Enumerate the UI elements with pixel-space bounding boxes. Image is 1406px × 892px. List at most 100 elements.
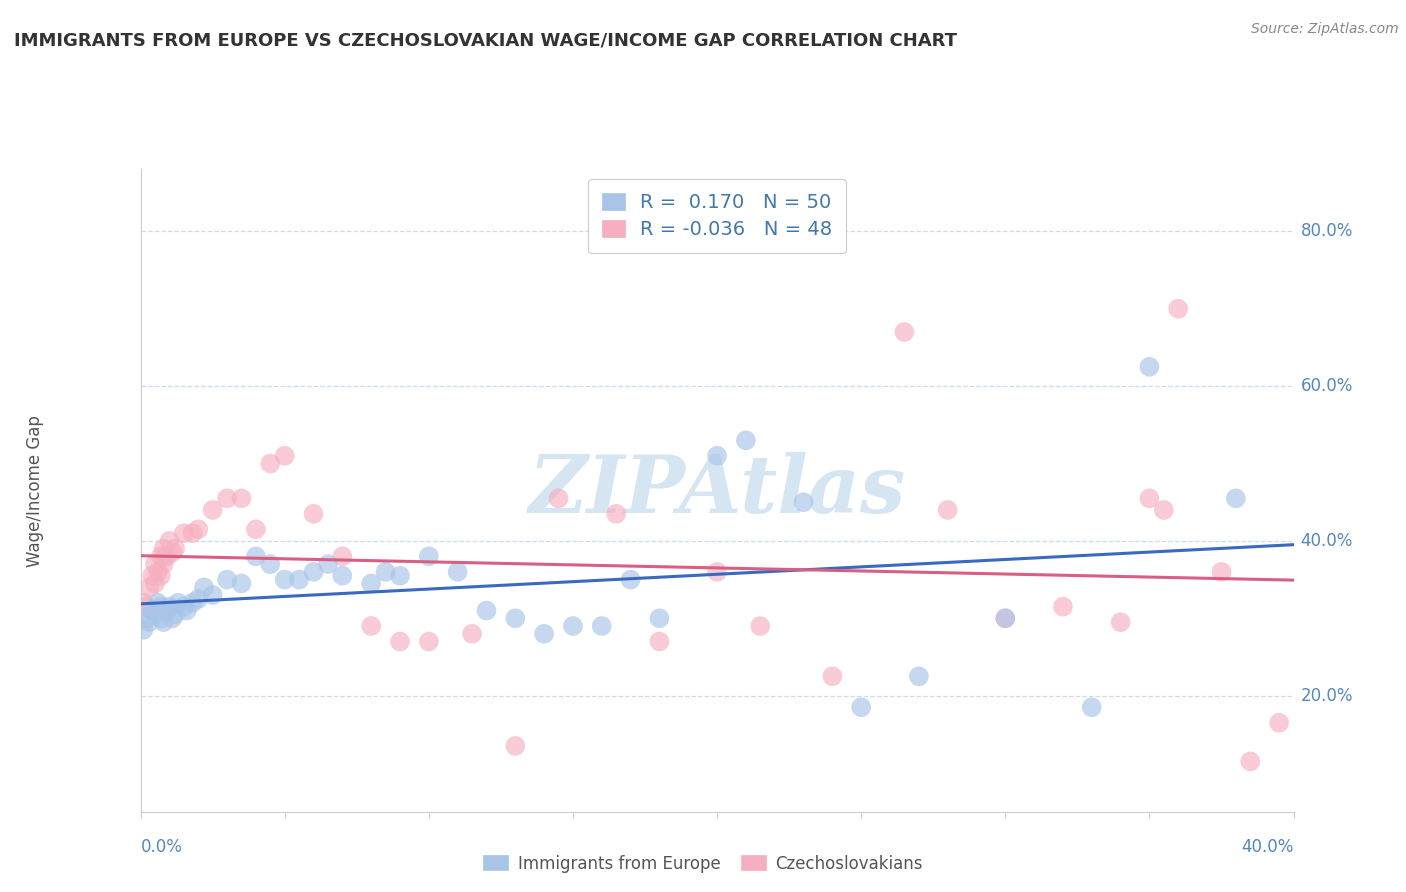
Point — [302, 507, 325, 521]
Point — [193, 580, 215, 594]
Point — [503, 739, 526, 753]
Point — [231, 576, 253, 591]
Point — [143, 607, 166, 622]
Point — [475, 603, 498, 617]
Point — [259, 457, 281, 471]
Point — [187, 522, 209, 536]
Point — [1139, 491, 1161, 506]
Point — [706, 565, 728, 579]
Point — [165, 607, 187, 622]
Point — [187, 591, 209, 606]
Point — [173, 526, 195, 541]
Point — [360, 619, 382, 633]
Text: 40.0%: 40.0% — [1301, 532, 1353, 549]
Point — [1211, 565, 1233, 579]
Point — [994, 611, 1017, 625]
Point — [388, 634, 411, 648]
Legend: R =  0.170   N = 50, R = -0.036   N = 48: R = 0.170 N = 50, R = -0.036 N = 48 — [588, 179, 846, 253]
Point — [1153, 503, 1175, 517]
Point — [159, 599, 180, 614]
Text: 60.0%: 60.0% — [1301, 377, 1353, 395]
Point — [138, 615, 160, 629]
Point — [138, 580, 160, 594]
Text: Source: ZipAtlas.com: Source: ZipAtlas.com — [1251, 22, 1399, 37]
Point — [418, 634, 440, 648]
Point — [648, 611, 671, 625]
Point — [1139, 359, 1161, 374]
Point — [132, 623, 155, 637]
Point — [1225, 491, 1247, 506]
Point — [374, 565, 396, 579]
Point — [152, 557, 174, 571]
Point — [231, 491, 253, 506]
Text: 40.0%: 40.0% — [1241, 838, 1294, 856]
Point — [1052, 599, 1074, 614]
Point — [749, 619, 772, 633]
Point — [135, 611, 157, 625]
Point — [162, 545, 184, 559]
Point — [316, 557, 339, 571]
Point — [1239, 755, 1261, 769]
Point — [893, 325, 915, 339]
Text: 0.0%: 0.0% — [141, 838, 183, 856]
Point — [821, 669, 844, 683]
Point — [201, 588, 224, 602]
Point — [447, 565, 470, 579]
Point — [388, 568, 411, 582]
Point — [167, 596, 190, 610]
Point — [908, 669, 931, 683]
Point — [149, 611, 172, 625]
Point — [146, 565, 169, 579]
Point — [143, 557, 166, 571]
Point — [1268, 715, 1291, 730]
Point — [1167, 301, 1189, 316]
Point — [141, 603, 163, 617]
Point — [149, 549, 172, 564]
Point — [936, 503, 959, 517]
Point — [619, 573, 641, 587]
Point — [176, 603, 198, 617]
Text: 20.0%: 20.0% — [1301, 687, 1353, 705]
Point — [533, 626, 555, 640]
Text: 80.0%: 80.0% — [1301, 222, 1353, 240]
Point — [735, 434, 758, 448]
Point — [648, 634, 671, 648]
Point — [181, 526, 204, 541]
Point — [332, 568, 354, 582]
Point — [149, 568, 172, 582]
Point — [360, 576, 382, 591]
Point — [217, 573, 239, 587]
Point — [706, 449, 728, 463]
Point — [173, 599, 195, 614]
Point — [605, 507, 627, 521]
Point — [155, 603, 177, 617]
Text: ZIPAtlas: ZIPAtlas — [529, 452, 905, 529]
Point — [274, 449, 297, 463]
Point — [302, 565, 325, 579]
Point — [503, 611, 526, 625]
Point — [152, 541, 174, 556]
Point — [135, 599, 157, 614]
Point — [159, 533, 180, 548]
Point — [181, 596, 204, 610]
Point — [849, 700, 872, 714]
Point — [155, 549, 177, 564]
Point — [461, 626, 484, 640]
Point — [1081, 700, 1104, 714]
Point — [201, 503, 224, 517]
Point — [217, 491, 239, 506]
Point — [547, 491, 569, 506]
Point — [152, 615, 174, 629]
Point — [141, 568, 163, 582]
Point — [793, 495, 815, 509]
Point — [418, 549, 440, 564]
Point — [165, 541, 187, 556]
Point — [132, 596, 155, 610]
Point — [994, 611, 1017, 625]
Point — [259, 557, 281, 571]
Legend: Immigrants from Europe, Czechoslovakians: Immigrants from Europe, Czechoslovakians — [477, 848, 929, 880]
Point — [245, 549, 267, 564]
Point — [274, 573, 297, 587]
Point — [591, 619, 613, 633]
Point — [146, 596, 169, 610]
